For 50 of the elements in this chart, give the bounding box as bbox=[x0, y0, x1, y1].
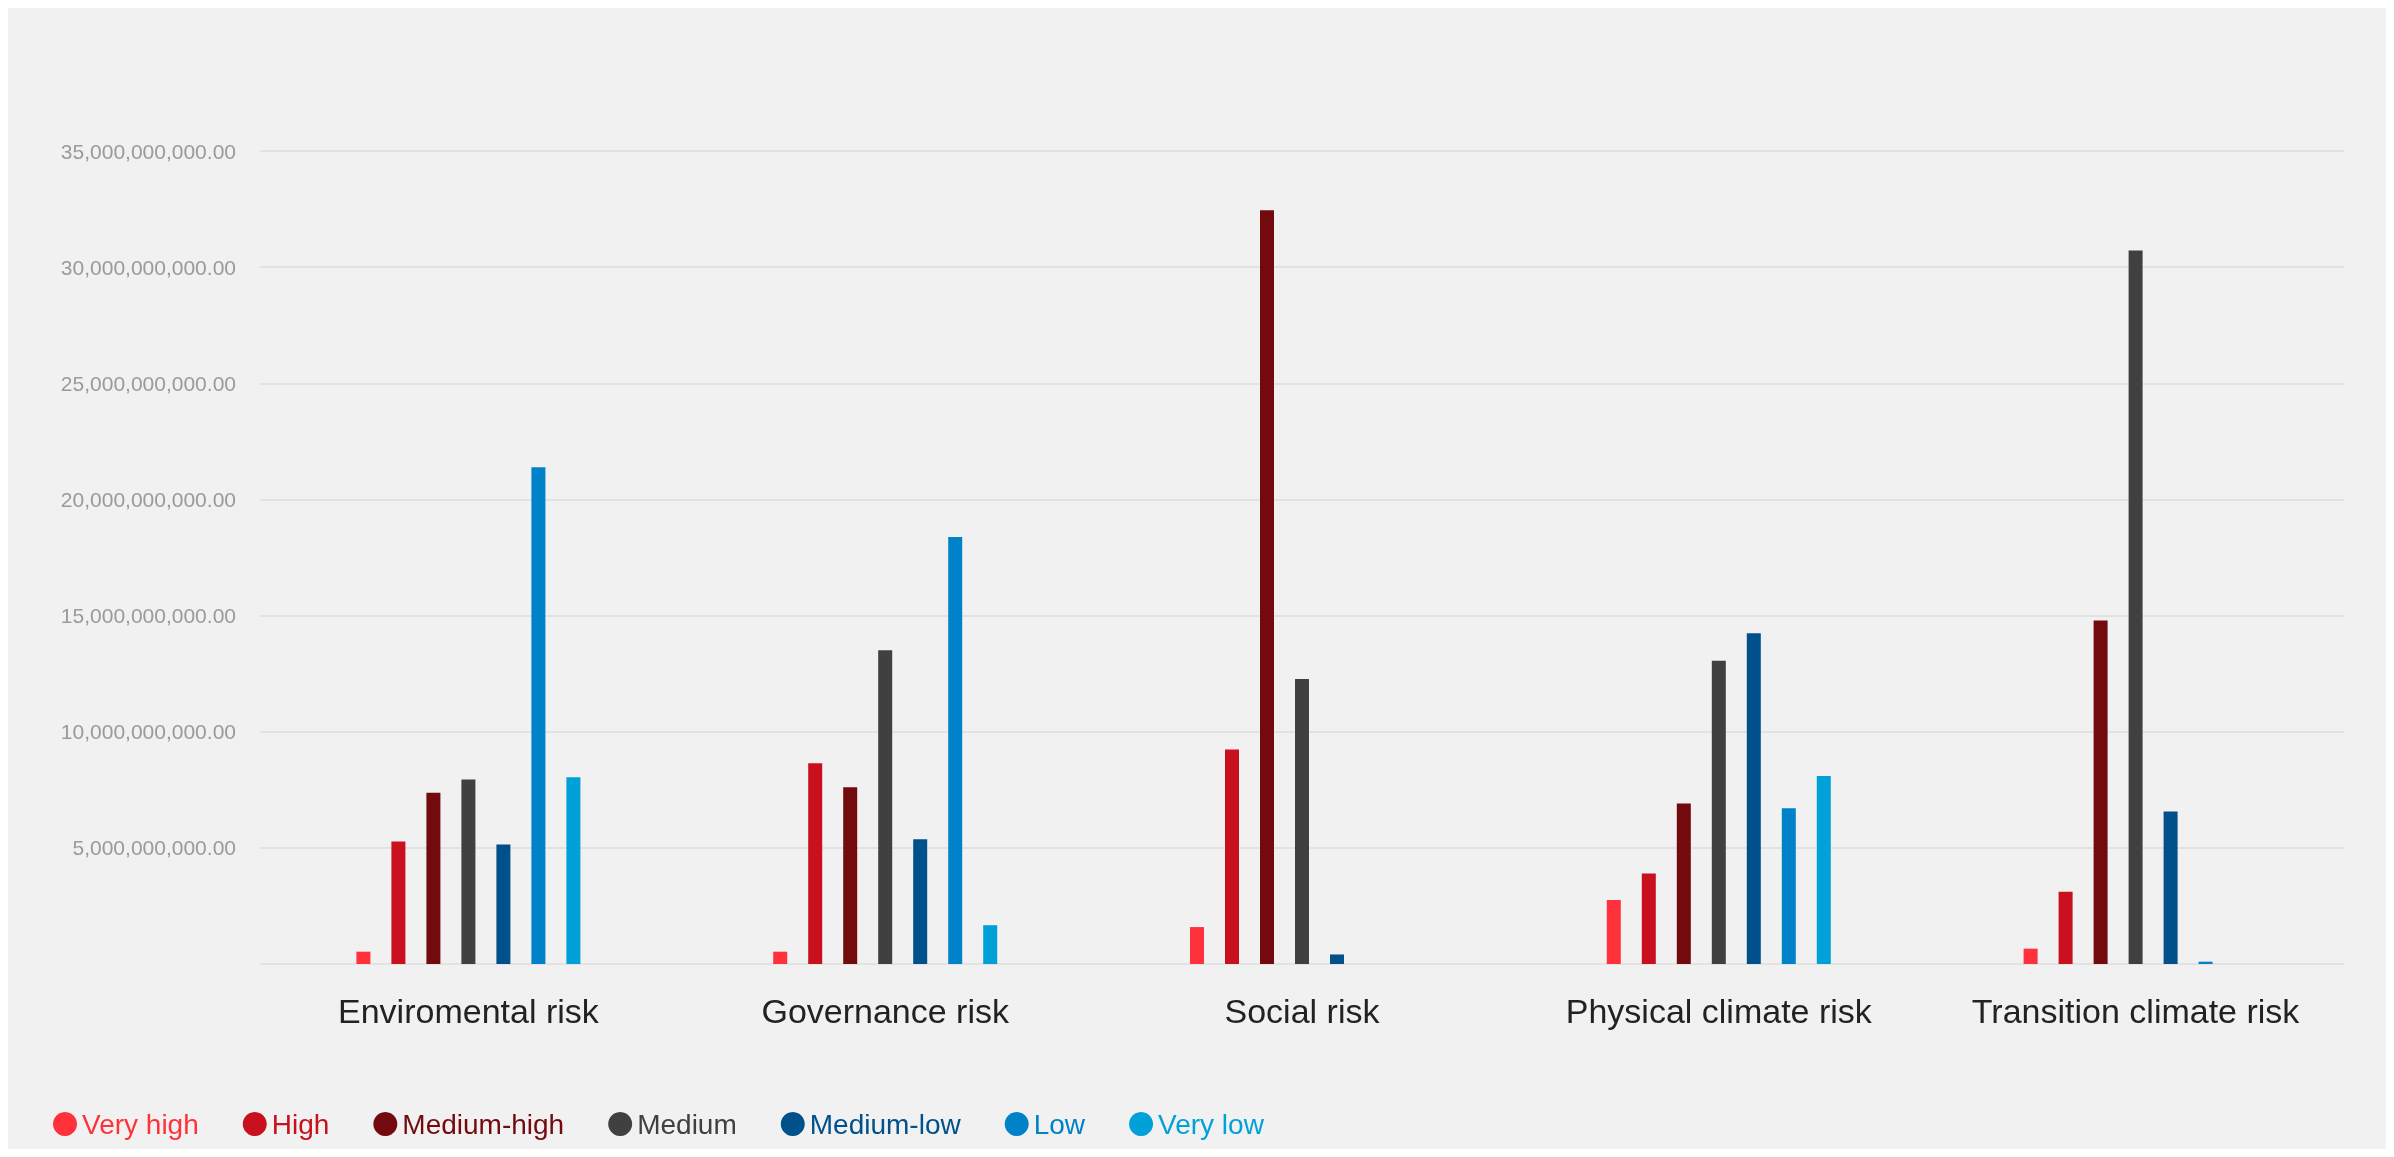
legend-label: Very low bbox=[1158, 1108, 1265, 1140]
bar bbox=[2058, 891, 2073, 964]
bar bbox=[773, 951, 788, 964]
bar bbox=[1746, 633, 1761, 964]
bar bbox=[1225, 749, 1239, 964]
legend-label: Medium-low bbox=[809, 1108, 962, 1140]
x-tick-label: Governance risk bbox=[761, 992, 1010, 1030]
bar bbox=[948, 537, 963, 964]
x-tick-label: Enviromental risk bbox=[338, 992, 600, 1030]
bar bbox=[1781, 808, 1796, 964]
bar bbox=[983, 925, 998, 964]
bar bbox=[496, 844, 511, 964]
bar bbox=[2093, 620, 2108, 964]
bar bbox=[2163, 811, 2178, 964]
y-tick-label: 25,000,000,000.00 bbox=[60, 371, 236, 395]
bar bbox=[2128, 250, 2143, 964]
x-tick-label: Physical climate risk bbox=[1565, 992, 1873, 1030]
bar bbox=[878, 650, 893, 964]
legend-label: High bbox=[271, 1108, 330, 1140]
bar bbox=[1676, 803, 1691, 964]
bar bbox=[461, 779, 476, 964]
x-tick-label: Social risk bbox=[1224, 992, 1381, 1030]
bar bbox=[1260, 210, 1274, 964]
bar bbox=[1606, 899, 1621, 964]
x-tick-label: Transition climate risk bbox=[1971, 992, 2301, 1030]
y-tick-label: 35,000,000,000.00 bbox=[60, 139, 236, 163]
bar bbox=[1641, 873, 1656, 964]
legend-label: Low bbox=[1033, 1108, 1086, 1140]
y-tick-label: 5,000,000,000.00 bbox=[72, 836, 236, 860]
bar bbox=[426, 792, 441, 964]
legend-label: Very high bbox=[82, 1108, 199, 1140]
bar bbox=[566, 777, 581, 964]
bar bbox=[1330, 954, 1344, 964]
bar bbox=[531, 467, 546, 964]
bar bbox=[1295, 678, 1309, 964]
bar bbox=[356, 951, 371, 964]
bar bbox=[391, 841, 406, 964]
bar bbox=[913, 839, 928, 964]
bar bbox=[1190, 927, 1204, 964]
y-tick-label: 10,000,000,000.00 bbox=[60, 720, 236, 744]
bar bbox=[1816, 776, 1831, 964]
bar bbox=[2023, 948, 2038, 964]
y-tick-label: 15,000,000,000.00 bbox=[60, 604, 236, 628]
bar bbox=[1711, 660, 1726, 964]
legend-label: Medium-high bbox=[402, 1108, 565, 1140]
bar bbox=[808, 763, 823, 964]
bar bbox=[843, 787, 858, 964]
y-tick-label: 30,000,000,000.00 bbox=[60, 255, 236, 279]
y-tick-label: 20,000,000,000.00 bbox=[60, 487, 236, 511]
legend-label: Medium bbox=[637, 1108, 737, 1140]
